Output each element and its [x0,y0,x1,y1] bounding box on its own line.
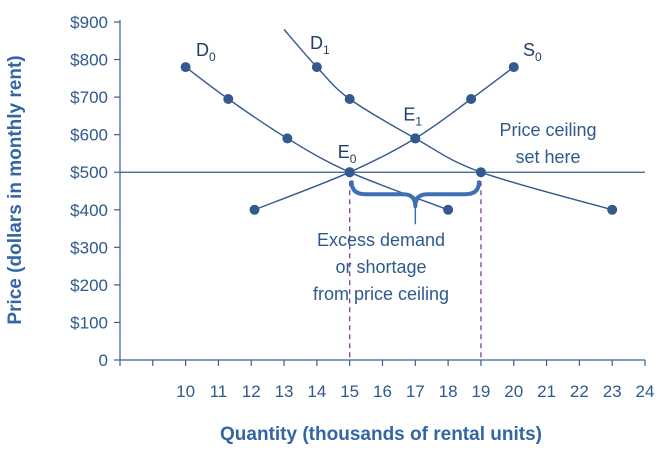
label-d0: D0 [196,40,216,64]
y-tick-label: $800 [70,51,108,70]
shortage-annotation-line2: or shortage [335,257,426,277]
x-tick-label: 11 [210,382,228,401]
x-tick-label: 20 [504,382,523,401]
x-tick-label: 15 [340,382,359,401]
point-d0 [223,93,234,104]
point-d0 [443,204,454,215]
label-d1: D1 [310,33,330,57]
point-d1 [311,62,322,73]
ceiling-annotation-line2: set here [515,147,580,167]
x-tick-label: 23 [603,382,622,401]
shortage-annotation-line1: Excess demand [317,230,445,250]
shortage-brace [349,180,481,209]
curve-d0 [185,66,449,211]
x-tick-label: 24 [636,382,655,401]
x-tick-label: 18 [439,382,458,401]
x-tick-label: 13 [275,382,294,401]
x-tick-label: 12 [242,382,261,401]
x-tick-label: 19 [471,382,490,401]
y-tick-label: $700 [70,88,108,107]
y-tick-label: $400 [70,201,108,220]
labels: D0 D1 S0 E0 E1 [196,33,542,166]
y-tick-label: $500 [70,163,108,182]
data-points [180,62,618,215]
point-d1 [475,167,486,178]
x-tick-label: 16 [373,382,392,401]
y-tick-label: $100 [70,313,108,332]
label-e1: E1 [403,104,422,128]
curve-s0 [254,66,515,211]
curves [120,29,645,360]
point-s0 [344,167,355,178]
label-s0: S0 [523,40,542,64]
point-s0 [466,93,477,104]
point-d1 [344,93,355,104]
x-tick-label: 14 [307,382,326,401]
x-tick-label: 21 [537,382,556,401]
y-tick-label: 0 [99,351,108,370]
x-axis-title: Quantity (thousands of rental units) [220,424,542,445]
x-tick-label: 17 [406,382,425,401]
y-axis-title: Price (dollars in monthly rent) [5,55,26,324]
point-d0 [282,133,293,144]
point-d1 [607,204,618,215]
y-tick-label: $300 [70,238,108,257]
point-d0 [180,62,191,73]
plot-area: 0 $100 $200 $300 $400 $500 $600 $700 $800 $900 10 1… [70,13,654,401]
label-e0: E0 [338,142,357,166]
ceiling-annotation-line1: Price ceiling [499,120,596,140]
x-tick-label: 10 [176,382,195,401]
y-tick-label: $900 [70,13,108,32]
y-tick-label: $600 [70,126,108,145]
y-tick-label: $200 [70,276,108,295]
x-tick-label: 22 [570,382,589,401]
point-s0 [508,62,519,73]
point-s0 [249,204,260,215]
point-s0 [410,133,421,144]
shortage-annotation-line3: from price ceiling [313,284,449,304]
